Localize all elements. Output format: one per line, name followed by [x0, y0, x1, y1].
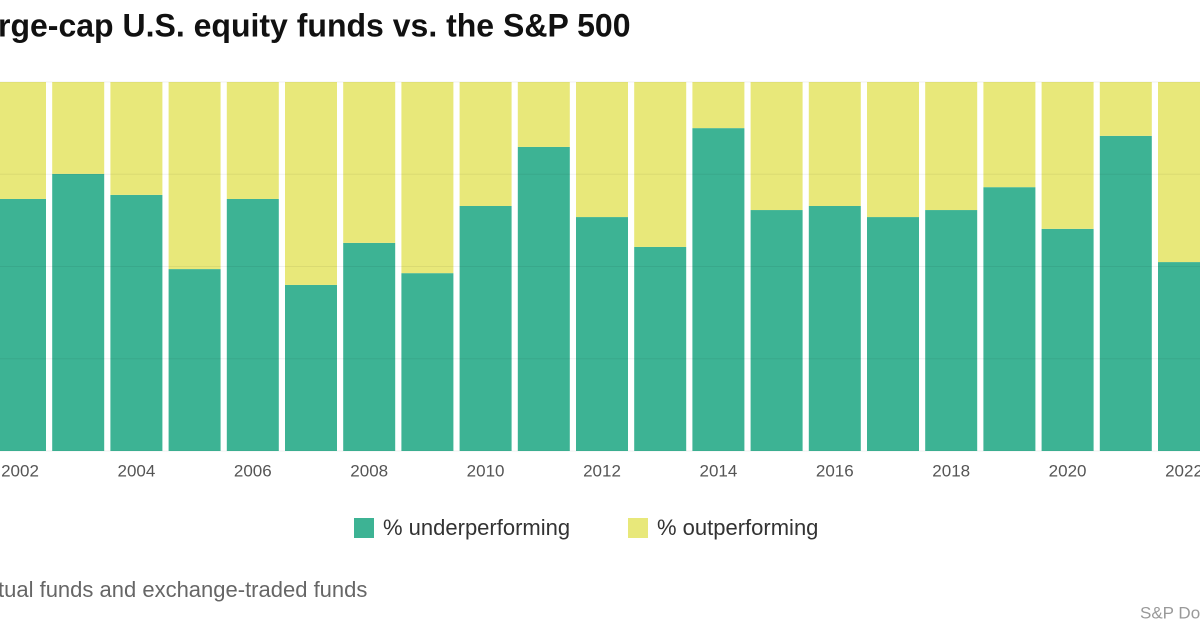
subtitle: tual funds and exchange-traded funds	[0, 577, 367, 602]
bar-segment	[1099, 82, 1152, 136]
x-tick-label: 2016	[816, 461, 854, 480]
bar-segment	[750, 210, 803, 451]
bar-segment	[517, 146, 570, 451]
bar-segment	[925, 210, 978, 451]
bar-segment	[52, 82, 105, 174]
bar-segment	[1041, 228, 1094, 451]
bar-segment	[168, 269, 221, 451]
bar-segment	[808, 205, 861, 451]
bar-segment	[692, 128, 745, 451]
bar-segment	[517, 82, 570, 147]
bar-segment	[634, 82, 687, 247]
bar-segment	[459, 82, 512, 206]
legend-swatch	[354, 518, 374, 538]
legend-label: % outperforming	[657, 515, 818, 540]
bar-segment	[983, 187, 1036, 452]
bar-segment	[808, 82, 861, 206]
x-tick-label: 2006	[234, 461, 272, 480]
bar-segment	[1158, 82, 1200, 263]
bar-segment	[867, 217, 919, 451]
x-tick-label: 2014	[699, 461, 737, 480]
bar-segment	[1041, 82, 1094, 229]
x-tick-label: 2018	[932, 461, 970, 480]
x-tick-label: 2002	[1, 461, 39, 480]
bar-segment	[343, 82, 396, 243]
legend-swatch	[628, 518, 648, 538]
bar-segment	[983, 82, 1036, 188]
source: S&P Do	[1140, 603, 1200, 622]
x-tick-label: 2004	[117, 461, 155, 480]
x-tick-label: 2022	[1165, 461, 1200, 480]
x-tick-label: 2008	[350, 461, 388, 480]
bar-segment	[459, 205, 512, 451]
bar-segment	[925, 82, 978, 211]
bar-segment	[867, 82, 919, 218]
legend-label: % underperforming	[383, 515, 570, 540]
bar-segment	[226, 198, 279, 451]
bar-segment	[692, 82, 745, 129]
bar-segment	[401, 82, 454, 274]
x-tick-label: 2012	[583, 461, 621, 480]
bar-segment	[1158, 262, 1200, 451]
bar-segment	[576, 217, 628, 451]
bar-segment	[401, 273, 454, 451]
x-tick-label: 2010	[467, 461, 505, 480]
bar-segment	[576, 82, 628, 218]
bar-segment	[1099, 135, 1152, 451]
bar-segment	[168, 82, 221, 270]
x-tick-label: 2020	[1049, 461, 1087, 480]
bar-segment	[0, 198, 46, 451]
bar-segment	[110, 194, 163, 451]
bar-segment	[634, 246, 687, 451]
bar-segment	[285, 82, 337, 285]
bar-segment	[52, 173, 105, 452]
bar-segment	[0, 82, 46, 199]
bar-segment	[343, 242, 396, 451]
bar-segment	[750, 82, 803, 211]
bar-segment	[226, 82, 279, 199]
bar-segment	[285, 284, 337, 451]
bar-segment	[110, 82, 163, 195]
chart-title: rge-cap U.S. equity funds vs. the S&P 50…	[0, 7, 630, 43]
